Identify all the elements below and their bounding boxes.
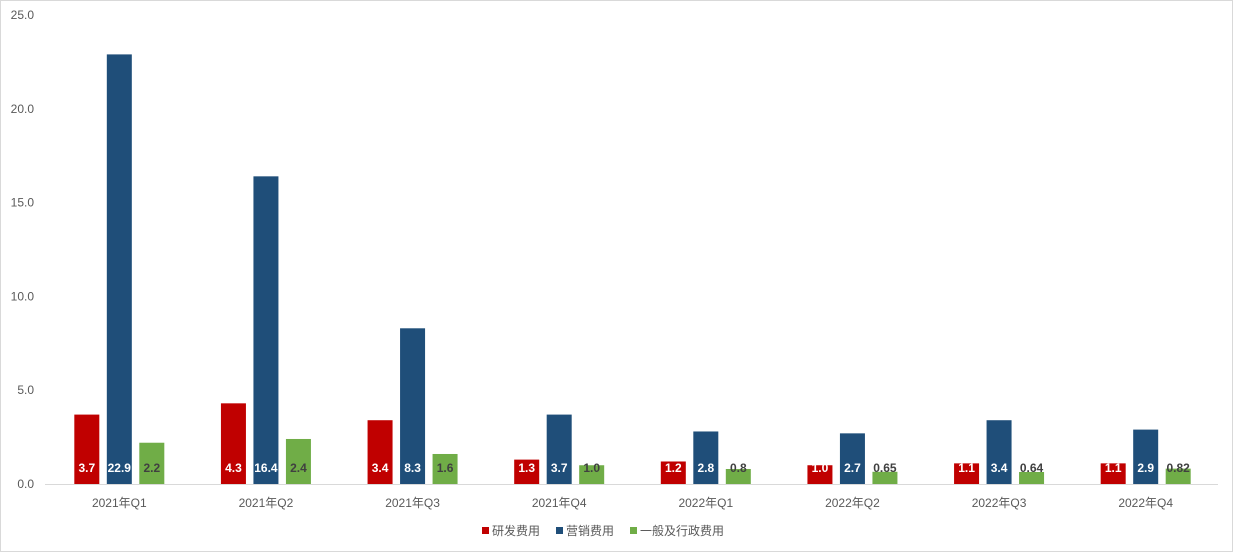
x-tick-label: 2022年Q3 [972,496,1027,510]
bar [1133,429,1159,484]
data-label: 1.6 [437,461,454,475]
data-label: 2.4 [290,461,307,475]
data-label: 1.0 [583,461,600,475]
data-label: 1.1 [958,461,975,475]
bar [220,403,246,484]
legend-swatch [630,527,637,534]
x-tick-label: 2022年Q1 [678,496,733,510]
data-label: 1.1 [1105,461,1122,475]
y-tick-label: 5.0 [17,383,34,397]
legend-label: 营销费用 [566,524,614,538]
bar [285,438,311,484]
bar [400,328,426,484]
data-label: 3.4 [991,461,1008,475]
bar [660,461,686,484]
data-label: 1.2 [665,461,682,475]
data-label: 22.9 [108,461,132,475]
data-label: 1.3 [518,461,535,475]
x-tick-label: 2021年Q3 [385,496,440,510]
legend-label: 研发费用 [492,523,540,538]
data-label: 2.7 [844,461,861,475]
y-tick-label: 15.0 [11,196,35,210]
bar [253,176,279,484]
data-label: 2.2 [143,461,160,475]
data-label: 8.3 [404,461,421,475]
y-tick-label: 10.0 [11,289,35,303]
data-label: 2.9 [1137,461,1154,475]
bar [579,465,605,484]
x-tick-label: 2021年Q1 [92,496,147,510]
data-label: 0.64 [1020,461,1044,475]
bar [725,468,751,484]
bar [139,442,165,484]
y-tick-label: 20.0 [11,102,35,116]
bar [807,465,833,484]
x-tick-label: 2022年Q2 [825,496,880,510]
bar [954,463,980,484]
bar [74,414,100,484]
x-tick-label: 2021年Q2 [239,496,294,510]
bar [546,414,572,484]
data-label: 4.3 [225,461,242,475]
bar [367,420,393,484]
data-label: 2.8 [697,461,714,475]
bar [514,459,540,484]
data-label: 1.0 [812,461,829,475]
data-label: 0.65 [873,461,897,475]
x-tick-label: 2021年Q4 [532,496,587,510]
data-label: 0.82 [1167,461,1191,475]
legend-label: 一般及行政费用 [640,523,724,538]
bar [1100,463,1126,484]
bar [693,431,719,484]
data-label: 3.4 [372,461,389,475]
bar [1165,468,1191,484]
y-tick-label: 0.0 [17,477,34,491]
bar [839,433,865,484]
data-label: 16.4 [254,461,278,475]
y-tick-label: 25.0 [11,8,35,22]
data-label: 3.7 [78,461,95,475]
bar [872,471,898,484]
bar [1019,471,1045,484]
data-label: 0.8 [730,461,747,475]
bar [986,420,1012,484]
legend-swatch [556,527,563,534]
bar [106,54,132,485]
legend-swatch [482,527,489,534]
x-tick-label: 2022年Q4 [1118,496,1173,510]
data-label: 3.7 [551,461,568,475]
bar [432,453,458,484]
